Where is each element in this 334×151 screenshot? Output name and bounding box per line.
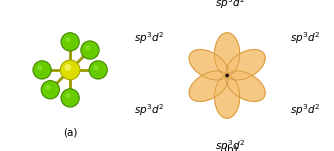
Text: (b): (b) <box>223 145 237 151</box>
Circle shape <box>41 81 59 99</box>
Circle shape <box>60 60 80 80</box>
Circle shape <box>225 74 229 77</box>
Polygon shape <box>214 76 240 118</box>
Polygon shape <box>226 71 265 101</box>
Text: $sp^3d^2$: $sp^3d^2$ <box>134 102 164 118</box>
Polygon shape <box>226 50 265 80</box>
Circle shape <box>81 41 99 59</box>
Circle shape <box>93 65 99 70</box>
Circle shape <box>65 37 70 42</box>
Text: $sp^3d^2$: $sp^3d^2$ <box>290 102 321 118</box>
Circle shape <box>65 93 70 98</box>
Circle shape <box>64 64 71 71</box>
Circle shape <box>89 61 107 79</box>
Text: $sp^3d^2$: $sp^3d^2$ <box>215 138 245 151</box>
Polygon shape <box>189 50 228 80</box>
Text: $sp^3d^2$: $sp^3d^2$ <box>215 0 245 11</box>
Text: $sp^3d^2$: $sp^3d^2$ <box>290 30 321 46</box>
Circle shape <box>61 89 79 107</box>
Text: $sp^3d^2$: $sp^3d^2$ <box>134 30 164 46</box>
Polygon shape <box>189 71 228 101</box>
Circle shape <box>37 65 42 70</box>
Polygon shape <box>214 33 240 76</box>
Circle shape <box>33 61 51 79</box>
Circle shape <box>45 85 51 90</box>
Circle shape <box>85 45 91 50</box>
Circle shape <box>61 33 79 51</box>
Text: (a): (a) <box>63 127 77 137</box>
